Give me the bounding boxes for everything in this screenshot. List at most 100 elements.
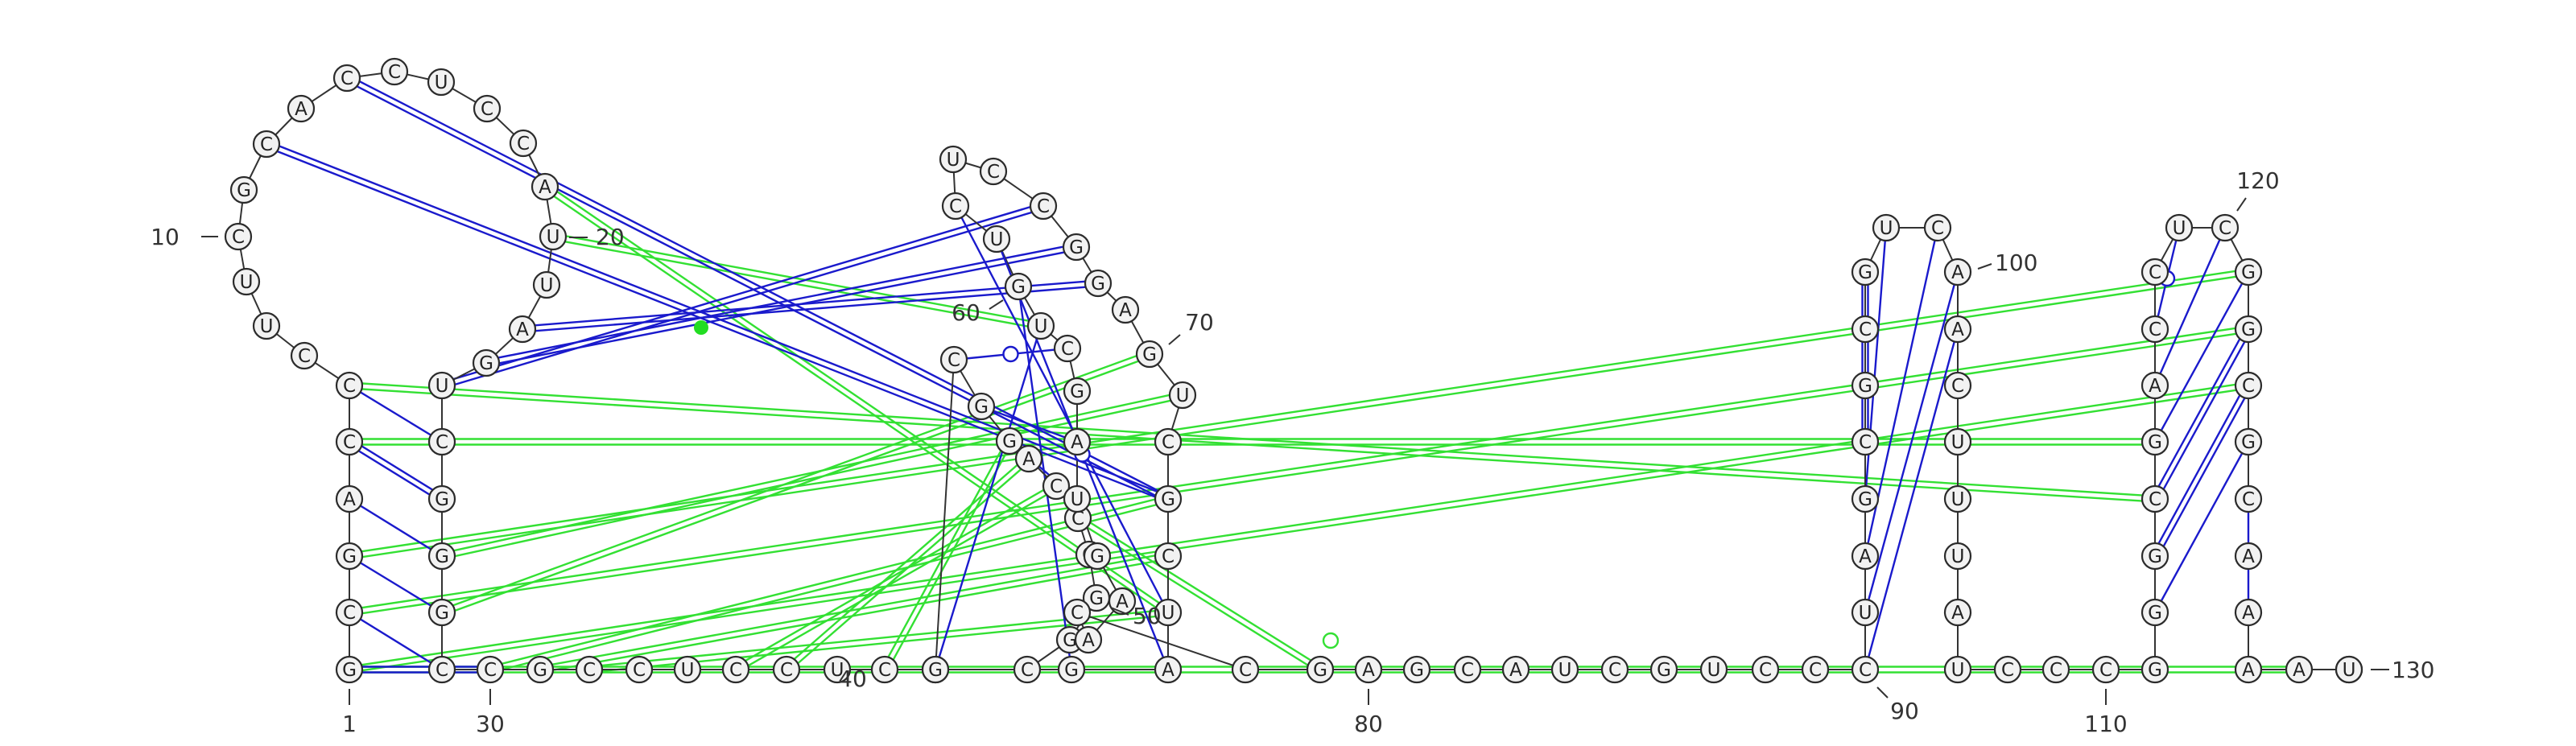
svg-text:G: G (928, 660, 943, 681)
svg-text:U: U (831, 660, 844, 681)
svg-text:A: A (2149, 376, 2161, 397)
nucleotide-99: A (1943, 258, 1972, 286)
svg-text:C: C (298, 346, 311, 367)
svg-text:G: G (342, 660, 357, 681)
nucleotide-24: U (427, 371, 456, 400)
nucleotide-63: C (979, 157, 1008, 186)
base-pair-line (2153, 227, 2227, 386)
base-pair-line (2153, 271, 2250, 443)
nucleotide-74: A (1108, 587, 1137, 616)
svg-text:U: U (1034, 316, 1048, 337)
svg-text:100: 100 (1995, 249, 2037, 276)
nucleotide-69: C (1053, 334, 1082, 363)
nucleotide-53: U (1154, 598, 1183, 627)
nucleotide-65: C (941, 192, 970, 221)
position-label-110: 110 (2084, 689, 2128, 737)
nucleotide-54: C (1154, 542, 1183, 571)
nucleotide-82: A (1501, 655, 1530, 684)
svg-text:G: G (2148, 432, 2162, 453)
svg-text:U: U (547, 227, 560, 248)
nucleotide-125: A (2234, 542, 2263, 571)
nucleotide-46: A (1014, 444, 1043, 473)
nucleotide-6: C (335, 371, 364, 400)
nucleotide-111: G (2140, 598, 2169, 627)
base-pair-line (2151, 383, 2252, 558)
svg-text:70: 70 (1185, 309, 1214, 336)
nucleotide-19: A (530, 172, 559, 201)
svg-text:U: U (1951, 660, 1965, 681)
position-label-120: 120 (2236, 167, 2280, 212)
svg-text:C: C (2149, 319, 2161, 340)
nucleotide-116: C (2140, 315, 2169, 344)
svg-text:A: A (1951, 262, 1964, 283)
nucleotide-32: C (575, 655, 604, 684)
svg-text:C: C (343, 603, 356, 624)
tertiary-dot-marker (694, 320, 708, 335)
position-label-10: 10 (151, 224, 218, 250)
nucleotide-4: A (335, 484, 364, 513)
svg-text:A: A (2242, 546, 2255, 567)
nucleotide-22: A (508, 315, 537, 344)
nucleotide-13: A (287, 94, 316, 123)
base-pair-line (2153, 441, 2250, 613)
svg-text:U: U (1880, 218, 1893, 239)
svg-text:G: G (533, 660, 547, 681)
svg-text:A: A (2242, 660, 2255, 681)
svg-text:C: C (1061, 339, 1074, 360)
svg-text:A: A (1509, 660, 1522, 681)
svg-text:C: C (343, 376, 356, 397)
svg-text:U: U (1951, 432, 1965, 453)
position-label-100: 100 (1977, 249, 2037, 276)
svg-text:C: C (1021, 660, 1034, 681)
svg-text:U: U (435, 72, 448, 93)
svg-text:C: C (1162, 432, 1174, 453)
svg-text:C: C (1951, 376, 1964, 397)
nucleotide-102: U (1943, 427, 1972, 456)
svg-text:G: G (2148, 660, 2162, 681)
svg-text:U: U (436, 376, 449, 397)
nucleotide-100: A (1943, 315, 1972, 344)
svg-text:C: C (2149, 262, 2161, 283)
tertiary-interaction-line (543, 183, 1170, 616)
nucleotide-84: C (1600, 655, 1629, 684)
nucleotide-21: U (532, 270, 561, 299)
nucleotide-49: C (939, 345, 968, 374)
nucleotide-98: C (1923, 213, 1952, 242)
svg-text:C: C (2242, 376, 2255, 397)
svg-text:C: C (1071, 509, 1084, 530)
nucleotide-14: C (332, 64, 361, 93)
svg-text:G: G (1410, 660, 1424, 681)
nucleotide-11: G (229, 175, 258, 204)
nucleotide-29: C (427, 655, 456, 684)
svg-text:U: U (240, 272, 254, 293)
base-pair-line (349, 666, 490, 674)
svg-text:C: C (517, 134, 530, 155)
svg-text:20: 20 (596, 224, 625, 250)
svg-text:C: C (780, 660, 793, 681)
nucleotide-7: C (290, 341, 319, 370)
tertiary-interaction-line (441, 391, 1183, 560)
svg-text:A: A (1859, 546, 1872, 567)
svg-text:G: G (974, 397, 989, 418)
nucleotide-93: C (1851, 427, 1880, 456)
tertiary-interaction-line (1075, 515, 1323, 673)
nucleotide-42: G (1082, 583, 1111, 612)
nucleotide-76: C (1063, 598, 1092, 627)
svg-text:C: C (484, 660, 497, 681)
svg-text:G: G (342, 546, 357, 567)
tertiary-interaction-line (552, 233, 1042, 330)
svg-text:30: 30 (476, 711, 505, 737)
svg-text:U: U (1951, 489, 1965, 510)
svg-text:130: 130 (2392, 657, 2434, 683)
svg-text:C: C (2242, 489, 2255, 510)
nucleotide-35: C (721, 655, 750, 684)
svg-text:G: G (1011, 277, 1026, 298)
svg-text:U: U (1071, 489, 1084, 510)
nucleotide-58: G (1135, 340, 1164, 369)
svg-text:C: C (1809, 660, 1822, 681)
nucleotide-51: G (1057, 655, 1086, 684)
svg-text:C: C (1859, 660, 1872, 681)
noncanonical-marker (1002, 345, 1019, 363)
tertiary-interaction-line (539, 552, 1169, 674)
position-labels: 1 10 20 30 40 50 60 70 (151, 167, 2434, 737)
